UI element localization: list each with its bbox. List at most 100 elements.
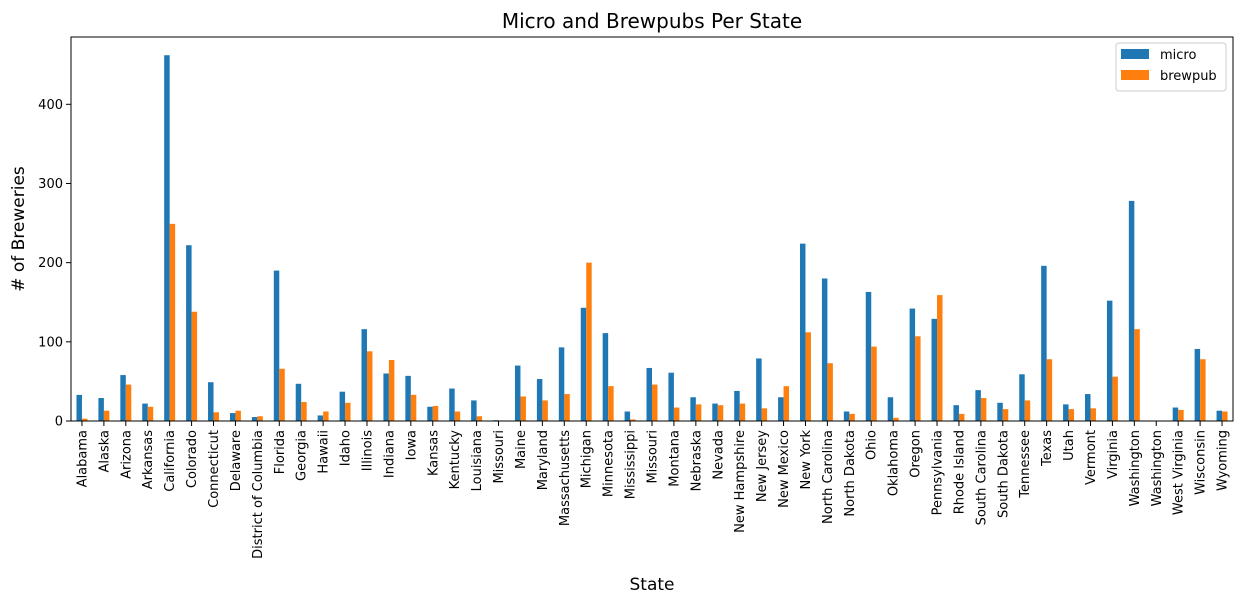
bar-brewpub	[542, 400, 548, 421]
x-axis-label: State	[630, 575, 675, 595]
x-tick-label: Arkansas	[141, 430, 156, 489]
bar-brewpub	[630, 419, 636, 421]
bar-brewpub	[169, 223, 176, 421]
bar-micro	[536, 379, 543, 421]
bar-micro	[295, 383, 302, 421]
bar-micro	[756, 358, 762, 421]
x-tick-label: Wyoming	[1216, 430, 1231, 491]
plot-area	[76, 55, 1228, 422]
x-tick-label: Oklahoma	[887, 430, 902, 496]
bar-brewpub	[893, 417, 899, 421]
x-tick-label: Washington	[1128, 430, 1143, 506]
x-tick-label: Kentucky	[448, 430, 463, 490]
x-tick-label: Tennessee	[1018, 430, 1033, 499]
bar-brewpub	[301, 401, 307, 421]
legend-swatch-micro	[1121, 49, 1149, 59]
chart-title: Micro and Brewpubs Per State	[502, 9, 802, 33]
x-tick-label: Illinois	[360, 430, 375, 471]
x-tick-label: Oregon	[909, 430, 924, 478]
x-tick-label: Maryland	[536, 430, 551, 490]
x-tick-label: Kansas	[426, 430, 441, 476]
bar-brewpub	[103, 410, 110, 421]
legend: micro brewpub	[1115, 42, 1227, 92]
x-tick-label: New Jersey	[755, 430, 770, 502]
x-tick-label: New Hampshire	[733, 430, 748, 533]
y-tick-label: 100	[38, 335, 63, 350]
bar-micro	[383, 373, 389, 421]
bar-brewpub	[279, 368, 285, 421]
bar-micro	[339, 391, 346, 421]
x-tick-label: Ohio	[865, 430, 880, 460]
x-tick-label: District of Columbia	[251, 430, 266, 559]
bar-micro	[1128, 200, 1135, 421]
bar-micro	[1063, 404, 1069, 421]
bar-micro	[427, 406, 433, 421]
x-tick-label: Washington	[1150, 430, 1165, 506]
bar-micro	[1085, 394, 1091, 421]
x-tick-label: Utah	[1062, 430, 1077, 461]
bar-brewpub	[1068, 409, 1075, 421]
bar-micro	[449, 388, 455, 421]
bar-brewpub	[1046, 359, 1053, 421]
x-tick-label: New Mexico	[777, 430, 792, 508]
x-tick-label: North Dakota	[843, 430, 858, 517]
x-tick-label: Louisiana	[470, 430, 485, 491]
bar-micro	[799, 243, 806, 421]
y-tick-label: 400	[38, 98, 63, 113]
bar-brewpub	[783, 386, 790, 421]
bar-micro	[1106, 300, 1113, 421]
bar-micro	[251, 417, 258, 421]
x-tick-label: Michigan	[580, 430, 595, 488]
bar-brewpub	[1200, 359, 1206, 421]
x-tick-label: Minnesota	[602, 430, 617, 497]
x-tick-label: Alaska	[97, 430, 112, 473]
bar-brewpub	[388, 360, 395, 421]
bar-micro	[778, 397, 784, 421]
bar-micro	[317, 415, 324, 421]
bar-brewpub	[1002, 409, 1009, 421]
bar-micro	[76, 394, 82, 421]
x-tick-label: Texas	[1040, 430, 1055, 467]
bar-micro	[624, 411, 631, 421]
x-tick-label: Rhode Island	[952, 430, 967, 514]
bar-micro	[690, 397, 696, 421]
bar-micro	[975, 390, 981, 421]
bar-brewpub	[695, 404, 702, 421]
bar-brewpub	[1112, 376, 1118, 421]
legend-label-micro: micro	[1160, 48, 1196, 63]
bar-brewpub	[1222, 411, 1228, 421]
bar-micro	[734, 390, 740, 421]
x-tick-label: Alabama	[75, 430, 90, 487]
y-axis-label: # of Breweries	[9, 166, 29, 292]
bar-micro	[273, 270, 280, 421]
x-tick-label: Delaware	[229, 430, 244, 491]
bar-micro	[953, 405, 959, 421]
x-tick-label: Massachusetts	[558, 430, 573, 526]
bar-brewpub	[454, 411, 461, 421]
bar-brewpub	[1134, 329, 1140, 421]
bar-micro	[1041, 265, 1047, 421]
bar-micro	[229, 413, 236, 421]
x-tick-label: Idaho	[339, 430, 354, 466]
bar-micro	[98, 398, 104, 421]
bar-micro	[602, 333, 609, 421]
bar-brewpub	[717, 405, 724, 421]
bar-micro	[405, 375, 411, 421]
bar-brewpub	[432, 405, 439, 421]
x-tick-label: Montana	[667, 430, 682, 487]
axes: 0 100 200 300 400 Alabama Alaska Arizona Arkansa…	[38, 36, 1234, 559]
bar-brewpub	[937, 295, 943, 421]
bar-micro	[580, 307, 587, 421]
bar-micro	[120, 375, 126, 421]
bar-micro	[843, 411, 850, 421]
y-tick-label: 0	[55, 415, 63, 430]
bar-micro	[668, 372, 674, 421]
bar-micro	[646, 367, 652, 421]
x-tick-label: California	[163, 430, 178, 492]
bar-micro	[142, 403, 148, 421]
bar-brewpub	[827, 363, 833, 421]
x-tick-label: Vermont	[1084, 430, 1099, 485]
bar-brewpub	[608, 386, 614, 421]
